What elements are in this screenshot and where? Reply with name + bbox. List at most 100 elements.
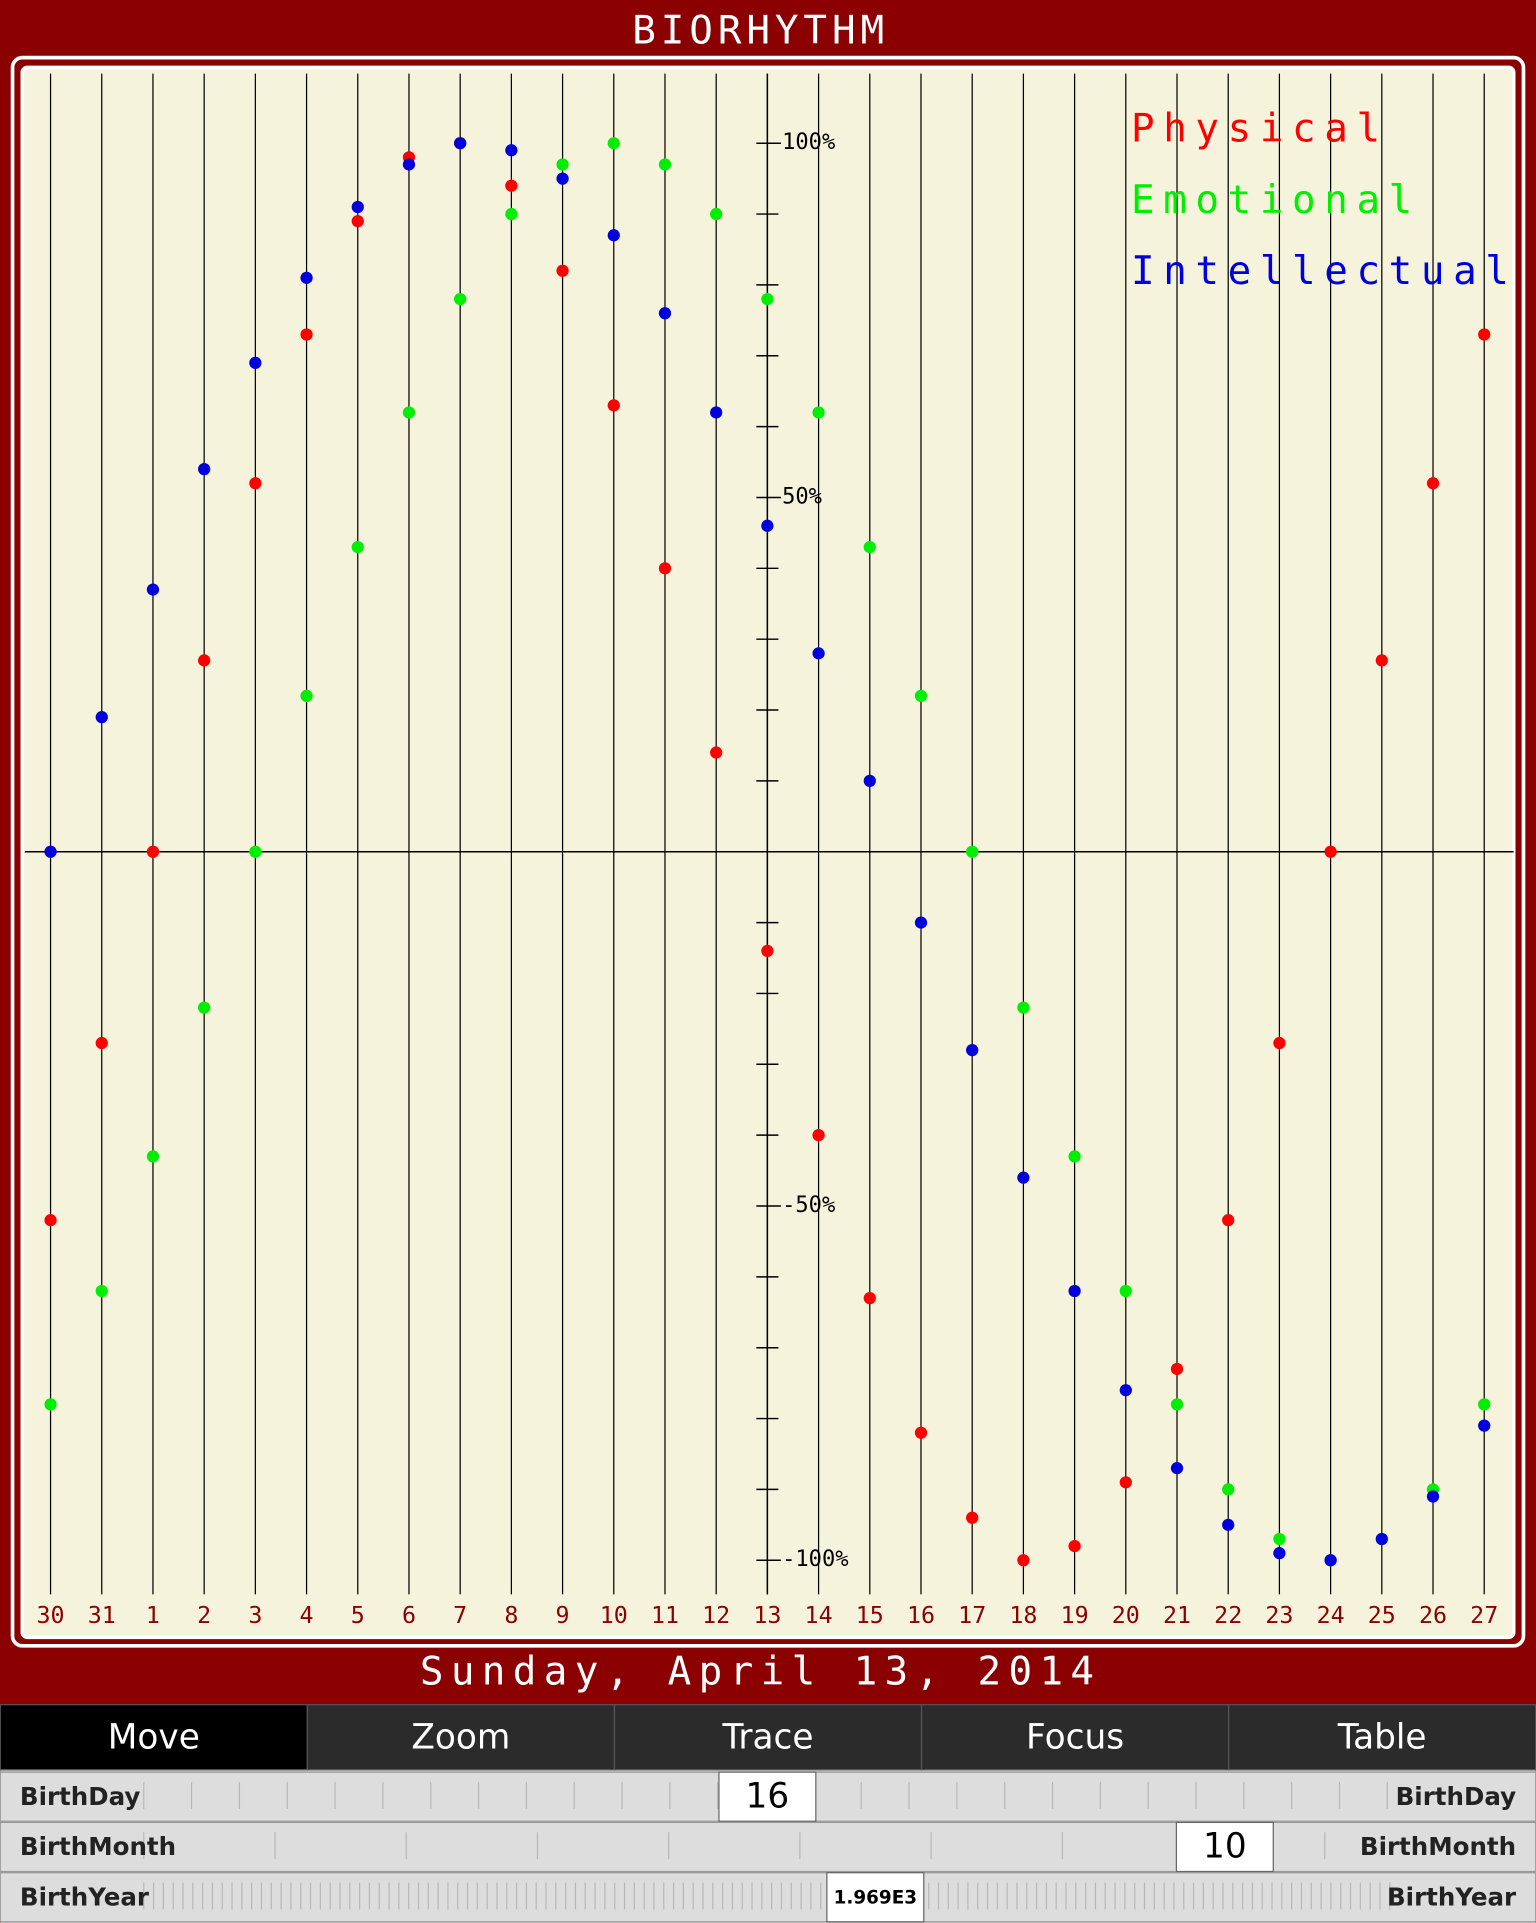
x-tick-label: 18 (1009, 1602, 1037, 1629)
y-tick-label: -50% (782, 1193, 835, 1218)
x-tick-label: 15 (856, 1602, 884, 1629)
point (812, 647, 825, 660)
point (454, 137, 467, 150)
slider-track[interactable] (0, 1821, 1536, 1873)
x-tick-label: 31 (88, 1602, 116, 1629)
point (1017, 1171, 1030, 1184)
slider-thumb[interactable] (718, 1771, 817, 1822)
x-tick-label: 12 (702, 1602, 730, 1629)
outer-frame (10, 55, 1526, 1648)
x-tick-label: 4 (300, 1602, 314, 1629)
point (1273, 1532, 1286, 1546)
slider-value[interactable]: 16 (746, 1776, 790, 1816)
point (1119, 1476, 1132, 1489)
point (1478, 1398, 1491, 1411)
point (95, 710, 108, 724)
point (1426, 477, 1440, 490)
point (761, 519, 774, 532)
point (1119, 1284, 1132, 1298)
point (146, 1150, 160, 1163)
x-tick-label: 9 (556, 1602, 570, 1629)
x-tick-label: 2 (197, 1602, 211, 1629)
point (1478, 1419, 1491, 1432)
x-tick-label: 21 (1163, 1602, 1191, 1629)
tool-button[interactable] (613, 1704, 923, 1771)
point (966, 1511, 979, 1524)
point (146, 845, 160, 858)
point (505, 144, 518, 157)
point (607, 229, 620, 242)
point (1170, 1462, 1184, 1475)
x-tick-label: 16 (907, 1602, 935, 1629)
x-tick-label: 20 (1112, 1602, 1140, 1629)
point (454, 292, 467, 306)
x-tick-label: 25 (1368, 1602, 1396, 1629)
point (1068, 1284, 1081, 1298)
slider-value[interactable]: 1.969E3 (834, 1887, 917, 1908)
x-tick-label: 30 (37, 1602, 65, 1629)
tool-button[interactable] (306, 1704, 616, 1771)
point (1170, 1398, 1184, 1411)
slider-value[interactable]: 10 (1203, 1827, 1247, 1867)
point (1119, 1384, 1132, 1397)
point (300, 271, 313, 284)
tool-button-label[interactable]: Move (108, 1718, 200, 1758)
point (812, 1129, 825, 1142)
point (198, 1001, 211, 1014)
point (351, 200, 364, 214)
point (556, 158, 569, 171)
point (1068, 1539, 1081, 1553)
point (710, 207, 723, 221)
point (249, 845, 262, 858)
point (863, 1291, 876, 1305)
point (300, 328, 313, 341)
point (556, 172, 569, 185)
tool-button[interactable] (0, 1704, 308, 1771)
point (1017, 1554, 1030, 1567)
tool-button-label[interactable]: Trace (721, 1718, 813, 1758)
point (914, 689, 928, 702)
x-tick-label: 27 (1470, 1602, 1498, 1629)
y-tick-label: -100% (782, 1547, 848, 1572)
tool-button[interactable] (1228, 1704, 1536, 1771)
point (914, 1426, 928, 1439)
x-tick-label: 13 (753, 1602, 781, 1629)
point (607, 399, 620, 412)
slider-track[interactable] (0, 1872, 1536, 1923)
point (1273, 1036, 1286, 1050)
point (95, 1036, 108, 1050)
point (966, 1043, 979, 1057)
point (556, 264, 569, 277)
point (402, 158, 416, 171)
point (44, 1214, 57, 1227)
point (505, 179, 518, 192)
point (1068, 1150, 1081, 1163)
point (1375, 1532, 1388, 1546)
point (1170, 1362, 1184, 1376)
x-tick-label: 11 (651, 1602, 679, 1629)
slider-label: BirthDay (20, 1782, 140, 1811)
tool-button-label[interactable]: Table (1337, 1718, 1427, 1758)
slider-label: BirthYear (1387, 1882, 1517, 1911)
slider-label: BirthMonth (20, 1832, 176, 1861)
point (351, 540, 364, 554)
point (1273, 1547, 1286, 1560)
point (710, 746, 723, 759)
point (505, 207, 518, 221)
tool-button-label[interactable]: Zoom (411, 1718, 510, 1758)
point (146, 583, 160, 596)
tool-button-label[interactable]: Focus (1026, 1718, 1124, 1758)
x-tick-label: 8 (504, 1602, 518, 1629)
tool-button[interactable] (920, 1704, 1230, 1771)
x-tick-label: 6 (402, 1602, 416, 1629)
slider-thumb[interactable] (826, 1872, 925, 1923)
point (1324, 1554, 1337, 1567)
legend-entry: Physical (1131, 107, 1389, 152)
slider-thumb[interactable] (1175, 1821, 1274, 1873)
y-tick-label: 100% (782, 130, 835, 155)
legend-entry: Emotional (1131, 178, 1421, 223)
point (914, 916, 928, 929)
point (1017, 1001, 1030, 1014)
point (658, 562, 672, 575)
